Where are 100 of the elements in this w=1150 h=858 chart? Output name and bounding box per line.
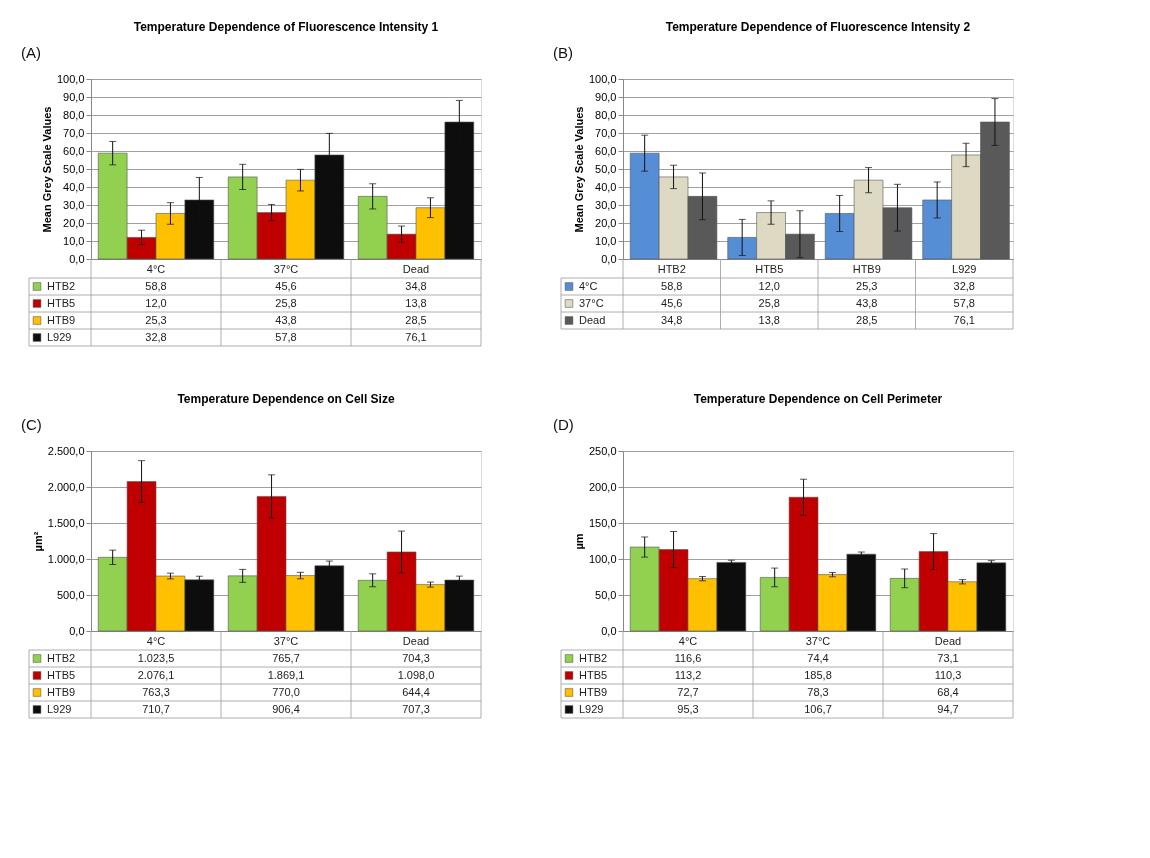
x-tick-label: 37°C [273, 634, 299, 647]
text: (D) [553, 416, 574, 433]
chart-title: Temperature Dependence of Fluorescence Intensity 1 [133, 20, 439, 34]
legend-label: L929 [47, 702, 72, 715]
data-label: 28,5 [405, 313, 427, 326]
data-label: 763,3 [142, 685, 170, 698]
data-label: 25,3 [145, 313, 167, 326]
text: (A) [21, 44, 41, 61]
x-tick-label: Dead [402, 262, 430, 275]
data-label: 32,8 [953, 279, 975, 292]
y-tick-label: 150,0 [588, 516, 617, 529]
y-tick-label: 500,0 [56, 588, 85, 601]
y-tick-label: 70,0 [595, 126, 617, 139]
y-tick-label: 0,0 [69, 624, 85, 637]
y-tick-label: 1.000,0 [47, 552, 85, 565]
y-tick-label: 50,0 [595, 162, 617, 175]
y-tick-label: 100,0 [588, 552, 617, 565]
legend-label: HTB2 [47, 651, 76, 664]
legend-label: L929 [579, 702, 604, 715]
data-label: 113,2 [674, 668, 702, 681]
data-label: 644,4 [402, 685, 430, 698]
data-label: 32,8 [145, 330, 167, 343]
y-tick-label: 40,0 [63, 180, 85, 193]
y-tick-label: 30,0 [63, 198, 85, 211]
y-tick-label: 2.500,0 [47, 444, 85, 457]
data-label: 43,8 [275, 313, 297, 326]
y-tick-label: 20,0 [595, 216, 617, 229]
data-label: 1.023,5 [137, 651, 175, 664]
data-label: 710,7 [142, 702, 170, 715]
x-tick-label: Dead [934, 634, 962, 647]
legend-label: 37°C [579, 296, 604, 309]
data-label: 74,4 [807, 651, 829, 664]
x-tick-label: 4°C [146, 634, 166, 647]
legend-label: HTB2 [579, 651, 608, 664]
y-tick-label: 0,0 [69, 252, 85, 265]
y-axis-title: Mean Grey Scale Values [40, 106, 53, 233]
data-label: 78,3 [807, 685, 829, 698]
text: (B) [553, 44, 573, 61]
data-label: 72,7 [677, 685, 699, 698]
y-tick-label: 100,0 [588, 72, 617, 85]
legend-label: HTB5 [47, 668, 76, 681]
data-label: 28,5 [856, 313, 878, 326]
data-label: 25,8 [275, 296, 297, 309]
y-axis-title: µm² [31, 531, 44, 552]
data-label: 45,6 [661, 296, 683, 309]
y-tick-label: 20,0 [63, 216, 85, 229]
data-label: 43,8 [856, 296, 878, 309]
data-label: 58,8 [661, 279, 683, 292]
x-tick-label: 4°C [678, 634, 698, 647]
data-label: 707,3 [402, 702, 430, 715]
y-tick-label: 250,0 [588, 444, 617, 457]
y-tick-label: 0,0 [601, 624, 617, 637]
data-label: 185,8 [804, 668, 832, 681]
data-label: 1.869,1 [267, 668, 305, 681]
data-label: 13,8 [758, 313, 780, 326]
data-label: 25,8 [758, 296, 780, 309]
x-tick-label: HTB9 [852, 262, 881, 275]
data-label: 76,1 [953, 313, 975, 326]
y-axis-title: µm [572, 533, 585, 550]
data-label: 906,4 [272, 702, 300, 715]
x-tick-label: 4°C [146, 262, 166, 275]
data-label: 68,4 [937, 685, 959, 698]
chart-title: Temperature Dependence on Cell Perimeter [693, 392, 943, 406]
data-label: 12,0 [758, 279, 780, 292]
y-tick-label: 60,0 [595, 144, 617, 157]
x-tick-label: 37°C [805, 634, 831, 647]
y-tick-label: 90,0 [63, 90, 85, 103]
y-tick-label: 200,0 [588, 480, 617, 493]
data-label: 1.098,0 [397, 668, 435, 681]
y-tick-label: 60,0 [63, 144, 85, 157]
y-tick-label: 80,0 [63, 108, 85, 121]
y-tick-label: 50,0 [595, 588, 617, 601]
y-tick-label: 100,0 [56, 72, 85, 85]
y-tick-label: 50,0 [63, 162, 85, 175]
data-label: 34,8 [405, 279, 427, 292]
data-label: 110,3 [934, 668, 962, 681]
data-label: 106,7 [804, 702, 832, 715]
data-label: 57,8 [275, 330, 297, 343]
legend-label: HTB2 [47, 279, 76, 292]
data-label: 116,6 [674, 651, 702, 664]
legend-label: HTB5 [47, 296, 76, 309]
y-axis-title: Mean Grey Scale Values [572, 106, 585, 233]
x-tick-label: HTB2 [657, 262, 686, 275]
y-tick-label: 10,0 [595, 234, 617, 247]
chart-title: Temperature Dependence on Cell Size [177, 392, 395, 406]
x-tick-label: Dead [402, 634, 430, 647]
data-label: 12,0 [145, 296, 167, 309]
x-tick-label: HTB5 [755, 262, 784, 275]
data-label: 765,7 [272, 651, 300, 664]
y-tick-label: 2.000,0 [47, 480, 85, 493]
y-tick-label: 40,0 [595, 180, 617, 193]
data-label: 770,0 [272, 685, 300, 698]
y-tick-label: 10,0 [63, 234, 85, 247]
legend-label: HTB9 [47, 313, 76, 326]
data-label: 95,3 [677, 702, 699, 715]
legend-label: 4°C [579, 279, 598, 292]
x-tick-label: 37°C [273, 262, 299, 275]
chart-title: Temperature Dependence of Fluorescence Intensity 2 [665, 20, 971, 34]
data-label: 94,7 [937, 702, 959, 715]
data-label: 13,8 [405, 296, 427, 309]
